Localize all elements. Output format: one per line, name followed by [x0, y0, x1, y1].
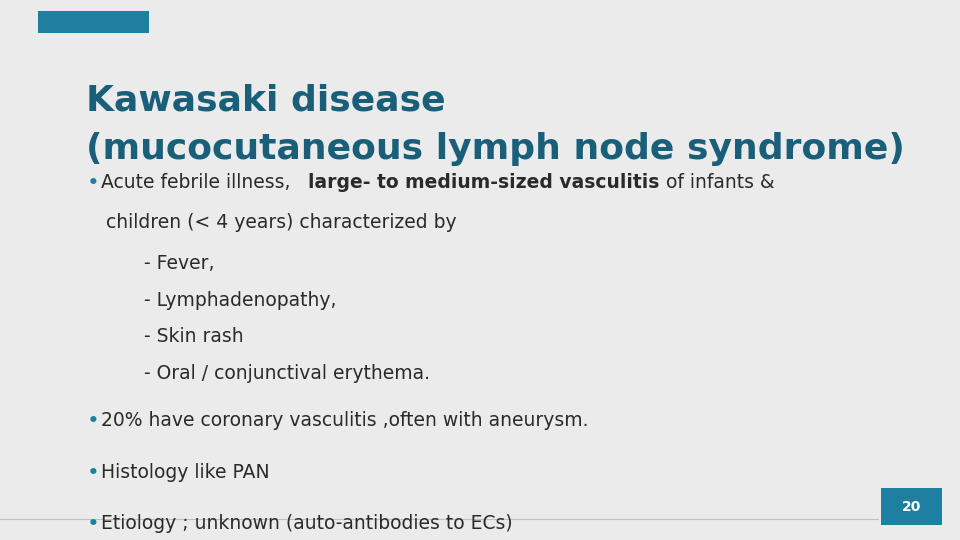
Text: •: •: [86, 173, 99, 193]
Text: Etiology ; unknown (auto-antibodies to ECs): Etiology ; unknown (auto-antibodies to E…: [101, 514, 513, 533]
Text: of infants &: of infants &: [660, 173, 775, 192]
Text: children (< 4 years) characterized by: children (< 4 years) characterized by: [106, 213, 456, 232]
Text: Acute febrile illness,: Acute febrile illness,: [101, 173, 308, 192]
FancyBboxPatch shape: [881, 488, 942, 525]
Text: •: •: [86, 463, 99, 483]
Text: •: •: [86, 514, 99, 534]
Text: Histology like PAN: Histology like PAN: [101, 463, 270, 482]
Text: Kawasaki disease: Kawasaki disease: [86, 84, 446, 118]
Text: 20: 20: [901, 500, 922, 514]
Text: 20% have coronary vasculitis ,often with aneurysm.: 20% have coronary vasculitis ,often with…: [101, 411, 588, 430]
Text: (mucocutaneous lymph node syndrome): (mucocutaneous lymph node syndrome): [86, 132, 905, 166]
Text: - Fever,: - Fever,: [144, 254, 214, 273]
Text: large- to medium-sized vasculitis: large- to medium-sized vasculitis: [308, 173, 660, 192]
Text: •: •: [86, 411, 99, 431]
Text: - Oral / conjunctival erythema.: - Oral / conjunctival erythema.: [144, 364, 430, 383]
FancyBboxPatch shape: [38, 11, 149, 33]
Text: - Skin rash: - Skin rash: [144, 327, 244, 346]
Text: - Lymphadenopathy,: - Lymphadenopathy,: [144, 291, 337, 309]
